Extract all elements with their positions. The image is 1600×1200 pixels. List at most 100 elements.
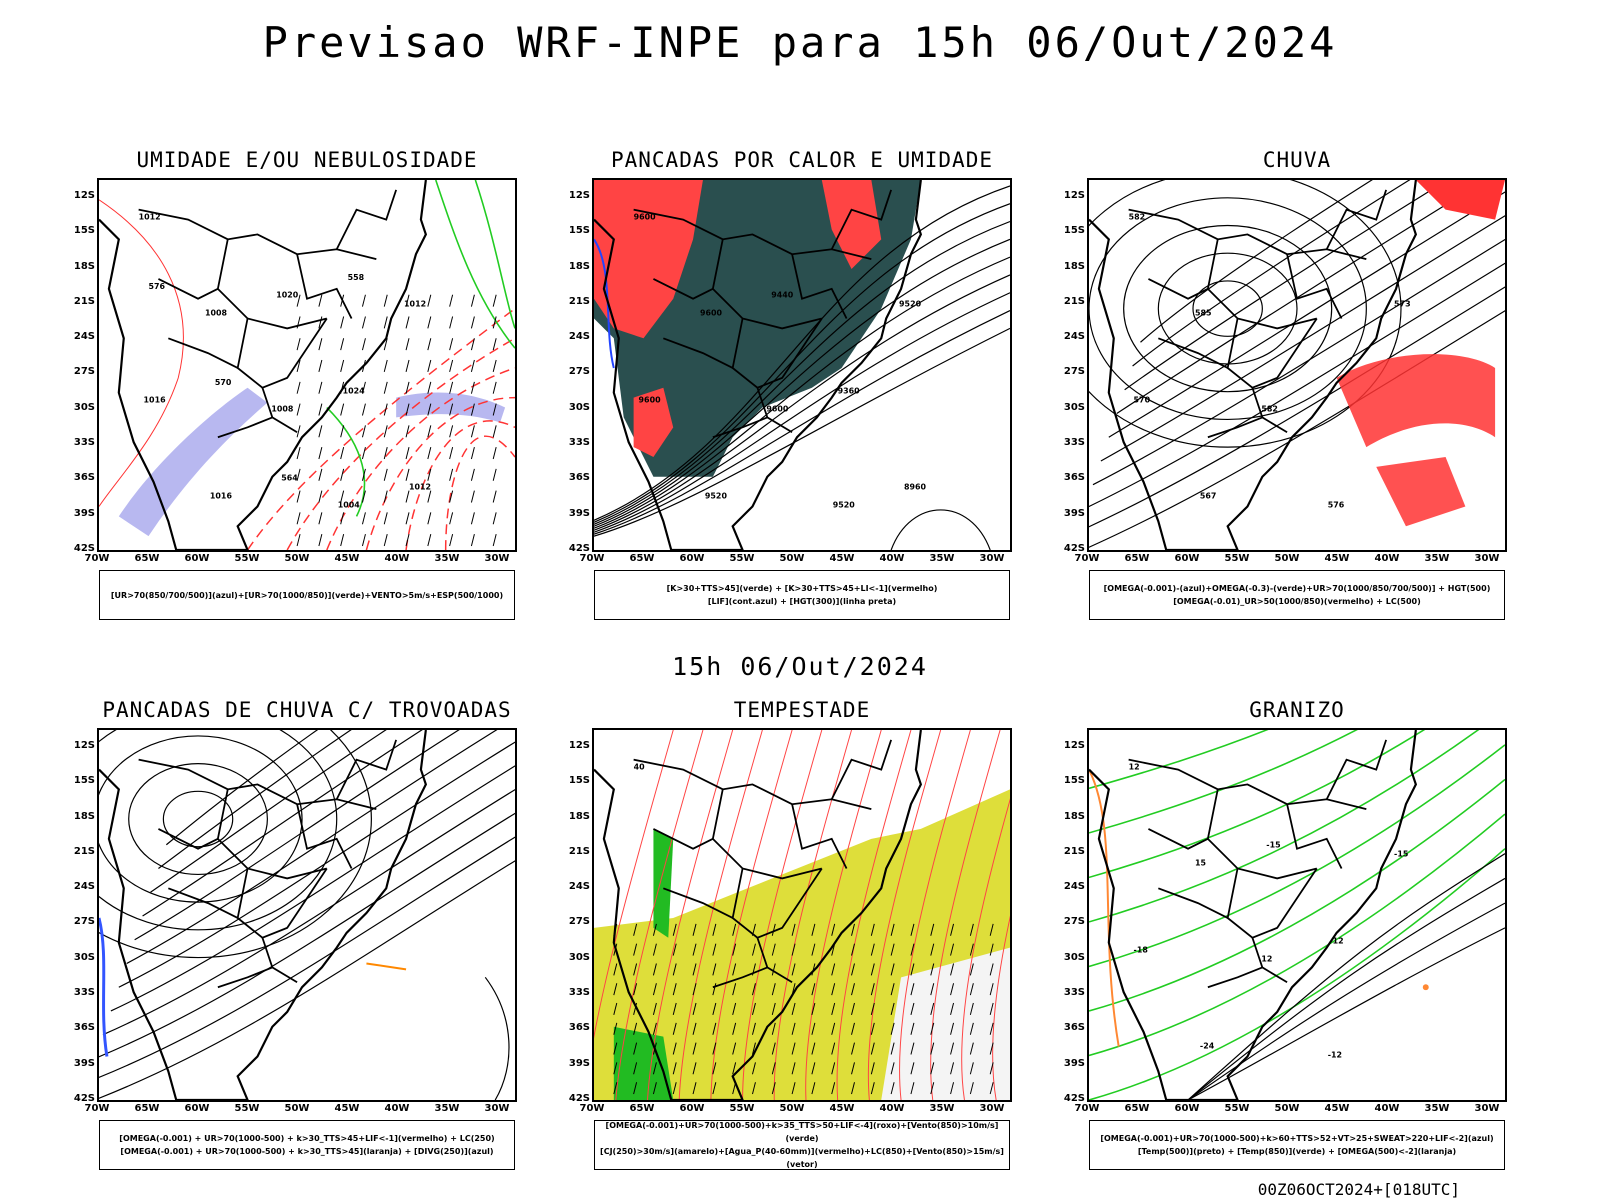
lat-label: 15S xyxy=(73,225,95,237)
panel-4-coastline xyxy=(99,730,428,1100)
lat-label: 21S xyxy=(73,295,95,307)
lon-label: 50W xyxy=(284,553,310,564)
lon-label: 60W xyxy=(1174,553,1200,564)
panel-4-fields xyxy=(99,730,515,1100)
panel-5-coastline xyxy=(594,730,923,1100)
contour-label: 1020 xyxy=(276,291,299,300)
lat-label: 15S xyxy=(568,775,590,787)
lat-label: 36S xyxy=(1063,1022,1085,1034)
panel-5-title: TEMPESTADE xyxy=(733,698,871,722)
contour-label: 1004 xyxy=(338,500,361,509)
lat-label: 30S xyxy=(568,951,590,963)
contour-label: 12 xyxy=(1333,937,1344,946)
panel-1-map-canvas: 1012 1008 1008 1004 1012 1016 1016 1020 1024 1012… xyxy=(99,180,515,550)
lat-label: 24S xyxy=(568,331,590,343)
panel-5-fields xyxy=(594,730,1010,1100)
contour-label: -18 xyxy=(1134,946,1149,955)
lat-label: 42S xyxy=(73,542,95,554)
contour-label: 1024 xyxy=(343,387,366,396)
lon-label: 35W xyxy=(1424,1103,1450,1114)
panel-3-contour-labels: 582 585 582 576 573 570 567 xyxy=(1129,213,1411,510)
contour-label: 576 xyxy=(1328,500,1345,509)
panel-6-title: GRANIZO xyxy=(1249,698,1345,722)
panel-2-map[interactable]: 9600 9600 9600 9520 9520 9600 9520 9440 9360 8960 xyxy=(592,178,1012,552)
lon-label: 45W xyxy=(334,1103,360,1114)
lat-label: 42S xyxy=(73,1092,95,1104)
panel-2-fields xyxy=(594,180,1010,550)
panel-1-coastline xyxy=(99,180,428,550)
contour-label: 9600 xyxy=(766,405,789,414)
contour-label: 40 xyxy=(634,763,646,772)
lon-label: 55W xyxy=(729,553,755,564)
panel-3-map-canvas: 582 585 582 576 573 570 567 xyxy=(1089,180,1505,550)
contour-label: 15 xyxy=(1195,859,1206,868)
panel-3-map[interactable]: 582 585 582 576 573 570 567 xyxy=(1087,178,1507,552)
panel-5-contour-labels: 40 xyxy=(634,763,646,772)
lon-label: 50W xyxy=(1274,1103,1300,1114)
mid-title: 15h 06/Out/2024 xyxy=(672,652,928,681)
contour-label: 8960 xyxy=(904,483,927,492)
panel-6-map[interactable]: 12 15 12 -12 -15 -18 -24 -15 12 xyxy=(1087,728,1507,1102)
lat-label: 24S xyxy=(1063,331,1085,343)
lon-label: 55W xyxy=(1224,1103,1250,1114)
caption-line: [OMEGA(-0.001)-(azul)+OMEGA(-0.3)-(verde… xyxy=(1103,584,1491,593)
lat-label: 30S xyxy=(73,401,95,413)
lat-label: 27S xyxy=(568,366,590,378)
caption-line: [LIF](cont.azul) + [HGT(300)](linha pret… xyxy=(707,597,897,606)
panel-1-fields xyxy=(99,180,515,550)
panel-4-map-canvas xyxy=(99,730,515,1100)
contour-label: 570 xyxy=(215,378,232,387)
lon-label: 30W xyxy=(979,553,1005,564)
lon-label: 60W xyxy=(679,553,705,564)
lon-label: 65W xyxy=(1124,553,1150,564)
panel-6-contour-labels: 12 15 12 -12 -15 -18 -24 -15 12 xyxy=(1129,763,1409,1060)
caption-line: [UR>70(850/700/500)](azul)+[UR>70(1000/8… xyxy=(110,590,504,600)
lon-label: 35W xyxy=(929,1103,955,1114)
lon-label: 70W xyxy=(579,553,605,564)
lon-label: 35W xyxy=(434,553,460,564)
lat-label: 12S xyxy=(1063,740,1085,751)
lon-label: 50W xyxy=(284,1103,310,1114)
lon-label: 60W xyxy=(679,1103,705,1114)
lon-label: 70W xyxy=(579,1103,605,1114)
panel-4-map[interactable] xyxy=(97,728,517,1102)
lon-label: 60W xyxy=(1174,1103,1200,1114)
caption-line: [OMEGA(-0.001) + UR>70(1000-500) + k>30_… xyxy=(119,1134,495,1143)
lat-label: 39S xyxy=(1063,507,1085,519)
contour-label: 9520 xyxy=(899,300,922,309)
lat-label: 21S xyxy=(73,845,95,857)
panel-1-title: UMIDADE E/OU NEBULOSIDADE xyxy=(136,148,478,172)
lat-label: 12S xyxy=(73,190,95,201)
contour-label: 9600 xyxy=(639,396,662,405)
lon-label: 35W xyxy=(929,553,955,564)
lat-label: 33S xyxy=(1063,986,1085,998)
contour-label: 570 xyxy=(1134,396,1151,405)
lon-label: 30W xyxy=(979,1103,1005,1114)
panel-1-legend-caption: [UR>70(850/700/500)](azul)+[UR>70(1000/8… xyxy=(99,570,515,620)
lat-label: 18S xyxy=(568,810,590,822)
lon-label: 50W xyxy=(779,1103,805,1114)
lon-label: 65W xyxy=(1124,1103,1150,1114)
lat-label: 27S xyxy=(1063,916,1085,928)
lat-label: 21S xyxy=(1063,295,1085,307)
contour-label: 1008 xyxy=(205,309,228,318)
lat-label: 21S xyxy=(568,295,590,307)
lon-label: 50W xyxy=(779,553,805,564)
panel-3-legend-caption: [OMEGA(-0.001)-(azul)+OMEGA(-0.3)-(verde… xyxy=(1089,570,1505,620)
contour-label: 9360 xyxy=(838,387,861,396)
panel-5-map[interactable]: 40 xyxy=(592,728,1012,1102)
panel-6-coastline xyxy=(1089,730,1418,1100)
contour-label: 1016 xyxy=(144,396,167,405)
panel-3-fields xyxy=(1089,180,1505,548)
lat-label: 30S xyxy=(568,401,590,413)
lat-label: 39S xyxy=(73,1057,95,1069)
caption-line: [OMEGA(-0.01)_UR>50(1000/850)(vermelho) … xyxy=(1173,597,1421,606)
lon-label: 70W xyxy=(84,553,110,564)
lon-label: 70W xyxy=(1074,1103,1100,1114)
panel-6-map-canvas: 12 15 12 -12 -15 -18 -24 -15 12 xyxy=(1089,730,1505,1100)
contour-label: 12 xyxy=(1261,955,1272,964)
lat-label: 18S xyxy=(73,260,95,272)
panel-1-map[interactable]: 1012 1008 1008 1004 1012 1016 1016 1020 1024 1012… xyxy=(97,178,517,552)
contour-label: 12 xyxy=(1129,763,1140,772)
lon-label: 65W xyxy=(134,553,160,564)
